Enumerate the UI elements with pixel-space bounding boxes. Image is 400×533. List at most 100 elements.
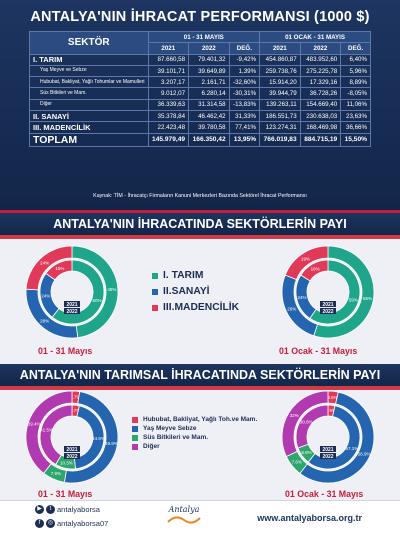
slice-label: 15% bbox=[55, 266, 64, 271]
row-label: II. SANAYİ bbox=[29, 110, 149, 123]
table-cell: 15.914,20 bbox=[259, 76, 301, 89]
col-header: DEĞ. bbox=[228, 42, 261, 55]
youtube-icon[interactable]: ▶ bbox=[35, 505, 44, 514]
table-cell: -8,05% bbox=[340, 87, 371, 100]
table-cell: -9,42% bbox=[228, 53, 261, 66]
slice-label: 19% bbox=[301, 256, 310, 261]
year-label: 2021 bbox=[322, 302, 333, 308]
slice-label: 3.6% bbox=[327, 395, 337, 400]
year-label: 2022 bbox=[66, 454, 77, 460]
table-cell: 31,33% bbox=[228, 110, 261, 123]
table-cell: 13,95% bbox=[228, 132, 261, 147]
slice-label: 10.3% bbox=[60, 460, 73, 465]
donut-slice bbox=[25, 390, 73, 474]
year-tag bbox=[64, 301, 80, 307]
table-cell: 39.101,71 bbox=[147, 64, 190, 78]
year-label: 2021 bbox=[66, 302, 77, 308]
period1-header: 01 - 31 MAYIS bbox=[147, 30, 261, 44]
donut-slice bbox=[45, 259, 73, 281]
website-link[interactable]: www.antalyaborsa.org.tr bbox=[257, 513, 362, 523]
col-header: DEĞ. bbox=[340, 42, 371, 55]
table-cell: 259.738,76 bbox=[259, 64, 301, 78]
swatch bbox=[132, 416, 138, 423]
logo-wave-icon bbox=[167, 516, 201, 524]
table-cell: 36.728,26 bbox=[299, 87, 342, 100]
period-label: 01 Ocak - 31 Mayıs bbox=[285, 489, 364, 499]
table-cell: 77,41% bbox=[228, 121, 261, 134]
table-cell: 1,39% bbox=[228, 64, 261, 78]
slice-label: 7.6% bbox=[292, 460, 302, 465]
social-handle[interactable]: antalyaborsa bbox=[57, 505, 100, 514]
row-label: TOPLAM bbox=[29, 132, 149, 147]
year-label: 2021 bbox=[66, 447, 77, 453]
agri-share-chart: 2.7% 49.9% 7.9% 39.4% 3.7% 44.6% 10.3% 41.5% 202… bbox=[25, 390, 375, 484]
table-cell: 454.860,87 bbox=[259, 53, 301, 66]
slice-label: 49.9% bbox=[105, 441, 118, 446]
table-cell: 766.019,83 bbox=[259, 132, 301, 147]
year-label: 2022 bbox=[322, 309, 333, 315]
slice-label: 3.5% bbox=[326, 408, 336, 413]
slice-label: 2.7% bbox=[70, 395, 80, 400]
twitter-icon[interactable]: t bbox=[46, 505, 55, 514]
table-cell: 145.979,49 bbox=[147, 132, 190, 147]
slice-label: 55% bbox=[363, 296, 372, 301]
year-label: 2022 bbox=[66, 309, 77, 315]
row-label: Yaş Meyve ve Sebze bbox=[29, 64, 149, 78]
col-header: 2022 bbox=[299, 42, 342, 55]
donut-slice bbox=[39, 404, 73, 466]
slice-label: 16% bbox=[311, 266, 320, 271]
table-cell: 8,89% bbox=[340, 76, 371, 89]
table-cell: 154.669,40 bbox=[299, 98, 342, 112]
swatch bbox=[152, 272, 158, 279]
slice-label: 24% bbox=[41, 293, 50, 298]
legend-item: Yaş Meyve Sebze bbox=[132, 425, 257, 432]
table-cell: 31.314,58 bbox=[188, 98, 230, 112]
swatch bbox=[152, 288, 158, 295]
table-cell: 9.012,07 bbox=[147, 87, 190, 100]
slice-label: 39.4% bbox=[28, 421, 41, 426]
year-tag bbox=[320, 308, 336, 314]
instagram-icon[interactable]: ◎ bbox=[46, 519, 55, 528]
table-cell: 5,96% bbox=[340, 64, 371, 78]
row-label: III. MADENCİLİK bbox=[29, 121, 149, 134]
donut-slice bbox=[295, 404, 329, 449]
table-row: Diğer 36.339,63 31.314,58 -13,83% 139.263,11… bbox=[29, 98, 371, 112]
legend-item: II.SANAYİ bbox=[152, 286, 239, 297]
donut-slice bbox=[281, 390, 329, 458]
table-row: III. MADENCİLİK 22.423,48 39.780,58 77,41% 1… bbox=[29, 121, 371, 134]
social-row: f ◎ antalyaborsa07 bbox=[35, 519, 108, 528]
row-label: Süs Bitkileri ve Mam. bbox=[29, 87, 149, 100]
facebook-icon[interactable]: f bbox=[35, 519, 44, 528]
agri-legend: Hububat, Bakliyat, Yağlı Toh.ve Mam. Yaş… bbox=[132, 416, 257, 452]
table-cell: -32,60% bbox=[228, 76, 261, 89]
social-handle[interactable]: antalyaborsa07 bbox=[57, 519, 109, 528]
divider bbox=[0, 235, 400, 239]
source-note: Kaynak: TİM - İhracatçı Firmaların Kanun… bbox=[93, 193, 307, 199]
table-cell: 22.423,48 bbox=[147, 121, 190, 134]
table-cell: 3.207,17 bbox=[147, 76, 190, 89]
sector-share-chart-may: 48%28%24%60%24%15%2021202255%26%19%59%24… bbox=[25, 245, 375, 339]
slice-label: 56.9% bbox=[358, 452, 371, 457]
table-cell: 79.401,32 bbox=[188, 53, 230, 66]
section3-title: ANTALYA'NIN TARIMSAL İHRACATINDA SEKTÖRL… bbox=[19, 368, 381, 382]
slice-label: 26% bbox=[287, 307, 296, 312]
social-row: ▶ t antalyaborsa bbox=[35, 505, 100, 514]
page-title: ANTALYA'NIN İHRACAT PERFORMANSI (1000 $) bbox=[30, 9, 370, 25]
table-cell: 17.329,16 bbox=[299, 76, 342, 89]
section2-title: ANTALYA'NIN İHRACATINDA SEKTÖRLERİN PAYI bbox=[53, 217, 347, 231]
row-label: I. TARIM bbox=[29, 53, 149, 66]
divider bbox=[0, 210, 400, 213]
donut-slice bbox=[309, 259, 361, 325]
table-cell: 15,50% bbox=[340, 132, 371, 147]
legend-item: III.MADENCİLİK bbox=[152, 302, 239, 313]
legend-item: Diğer bbox=[132, 443, 257, 450]
table-cell: 23,63% bbox=[340, 110, 371, 123]
year-tag bbox=[320, 301, 336, 307]
period-label: 01 - 31 Mayıs bbox=[38, 489, 93, 499]
slice-label: 32% bbox=[290, 413, 299, 418]
year-tag bbox=[320, 446, 336, 452]
period-label: 01 - 31 Mayıs bbox=[38, 346, 93, 356]
table-cell: 6.280,14 bbox=[188, 87, 230, 100]
row-label: Diğer bbox=[29, 98, 149, 112]
table-cell: 39.944,79 bbox=[259, 87, 301, 100]
